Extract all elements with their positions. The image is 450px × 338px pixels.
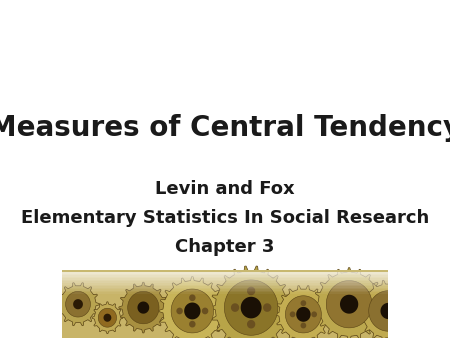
Polygon shape [128,291,159,324]
Bar [62,283,388,285]
Polygon shape [119,282,168,333]
Text: Levin and Fox: Levin and Fox [155,180,295,198]
Bar [62,286,388,288]
Bar [62,270,388,338]
Text: Measures of Central Tendency: Measures of Central Tendency [0,115,450,142]
Polygon shape [231,303,239,312]
Polygon shape [369,291,408,331]
Polygon shape [314,268,384,338]
Polygon shape [137,301,149,314]
Polygon shape [57,283,99,326]
Bar [62,292,388,294]
Polygon shape [290,311,296,317]
Polygon shape [92,302,123,334]
Polygon shape [381,303,396,319]
Bar [62,285,388,286]
Polygon shape [301,322,306,329]
Bar [62,278,388,280]
Polygon shape [275,286,332,338]
Polygon shape [247,287,255,295]
Bar [62,275,388,277]
Polygon shape [159,276,225,338]
Polygon shape [66,291,90,317]
Polygon shape [285,296,321,333]
Bar [62,282,388,283]
Polygon shape [311,311,317,317]
Bar [62,270,388,272]
Polygon shape [326,281,372,328]
Polygon shape [189,321,196,328]
Polygon shape [296,307,310,322]
Bar [62,289,388,291]
Bar [62,273,388,275]
Polygon shape [189,294,196,301]
Polygon shape [202,308,208,314]
Text: Chapter 3: Chapter 3 [176,238,274,256]
Polygon shape [211,266,292,338]
Bar [62,277,388,278]
Bar [62,288,388,289]
Polygon shape [176,308,183,314]
Polygon shape [73,299,83,309]
Polygon shape [225,280,278,335]
Polygon shape [98,308,117,327]
Polygon shape [171,289,214,333]
Polygon shape [241,297,261,318]
Text: Elementary Statistics In Social Research: Elementary Statistics In Social Research [21,209,429,227]
Bar [62,270,388,272]
Polygon shape [263,303,271,312]
Polygon shape [247,320,255,329]
Polygon shape [358,280,419,338]
Polygon shape [340,295,358,314]
Bar [62,291,388,292]
Bar [62,280,388,282]
Bar [62,272,388,273]
Polygon shape [104,314,111,322]
Polygon shape [301,300,306,306]
Polygon shape [184,303,201,319]
